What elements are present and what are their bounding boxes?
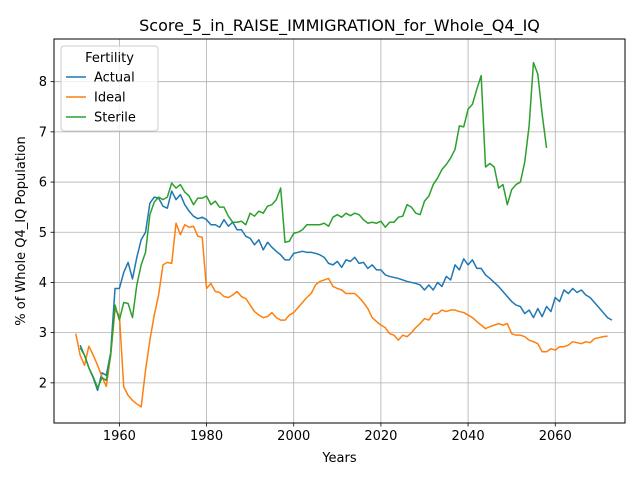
y-tick-label: 2 [39,376,47,391]
x-tick-label: 1980 [190,429,223,444]
x-tick-label: 2040 [452,429,485,444]
grid-lines [54,39,625,423]
chart-title: Score_5_in_RAISE_IMMIGRATION_for_Whole_Q… [139,16,540,36]
x-axis-ticks: 1960 1980 2000 2020 2040 2060 [103,423,572,444]
y-tick-label: 8 [39,75,47,90]
series-line-sterile [79,61,548,389]
x-tick-label: 2020 [364,429,397,444]
legend-title: Fertility [85,51,134,66]
legend-label-ideal: Ideal [94,91,126,106]
y-axis-label: % of Whole Q4_IQ Population [14,136,29,325]
legend-label-sterile: Sterile [94,111,136,126]
legend-label-actual: Actual [94,71,135,86]
y-tick-label: 6 [39,176,47,191]
y-tick-label: 4 [39,276,47,291]
series-line-ideal [75,222,608,408]
plot-frame [53,38,626,424]
legend-items: Actual Ideal Sterile [66,71,136,126]
legend: Fertility Actual Ideal Sterile [60,45,159,132]
x-axis-label: Years [321,451,357,466]
series-layer [75,61,613,408]
series-line-actual [79,190,613,392]
y-tick-label: 3 [39,326,47,341]
x-tick-label: 1960 [103,429,136,444]
y-tick-label: 5 [39,226,47,241]
x-tick-label: 2060 [539,429,572,444]
y-axis-ticks: 2 3 4 5 6 7 8 [39,75,54,391]
x-tick-label: 2000 [277,429,310,444]
y-tick-label: 7 [39,125,47,140]
legend-box [60,45,159,132]
